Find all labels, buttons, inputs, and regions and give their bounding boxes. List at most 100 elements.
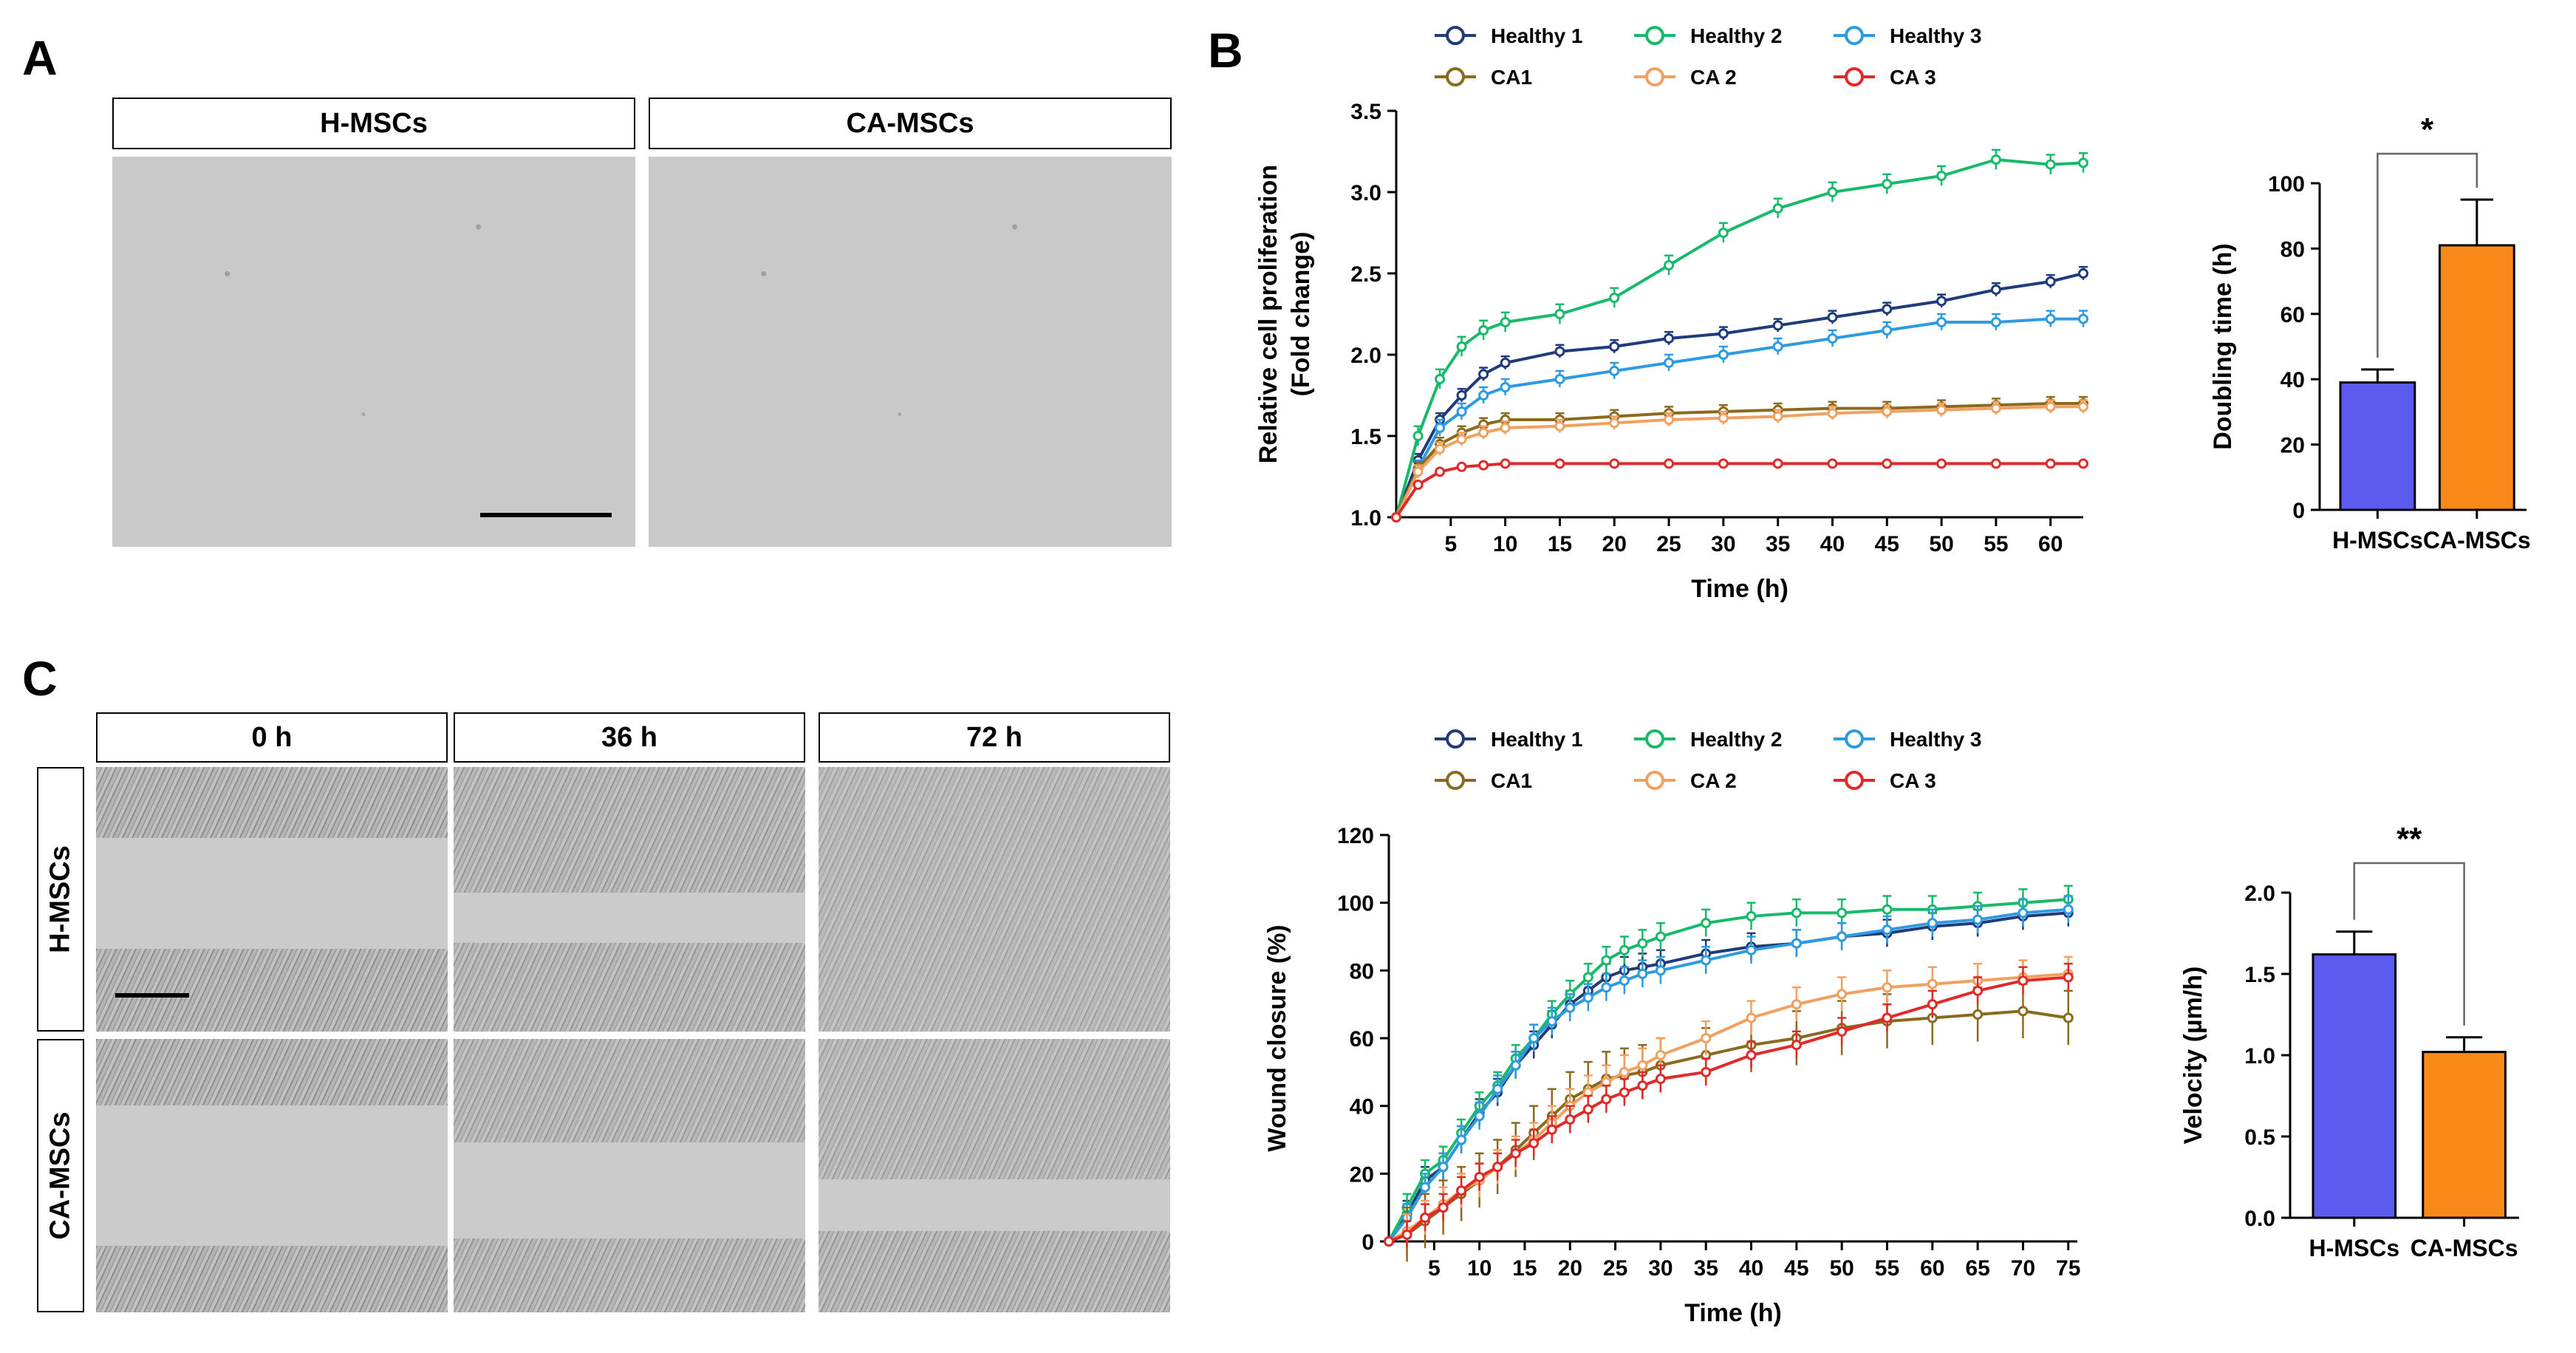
prolif-legend-healthy-2-marker bbox=[1645, 26, 1664, 45]
prolif-xtick-label: 25 bbox=[1656, 532, 1681, 556]
prolif-series-healthy-2-point bbox=[1500, 317, 1511, 327]
wound-legend-ca-3-marker bbox=[1845, 771, 1864, 790]
wound-series-healthy-3-point bbox=[1619, 975, 1630, 986]
wound-xtick-label: 55 bbox=[1875, 1256, 1899, 1281]
wound-series-healthy-3-point bbox=[1565, 1002, 1576, 1013]
prolif-series-healthy-1-point bbox=[1664, 333, 1675, 344]
wound-series-ca-3-point bbox=[1746, 1049, 1757, 1060]
prolif-series-healthy-3-point bbox=[1456, 406, 1467, 417]
wound-legend-ca1-label: CA1 bbox=[1491, 769, 1532, 792]
prolif-series-healthy-3-point bbox=[1478, 390, 1489, 401]
wound-series-healthy-3-point bbox=[1746, 944, 1757, 955]
prolif-legend-ca-3-label: CA 3 bbox=[1890, 66, 1936, 89]
wound-series-ca-3-point bbox=[1492, 1162, 1503, 1173]
prolif-series-healthy-2-point bbox=[1882, 179, 1893, 189]
prolif-series-ca-3-point bbox=[1936, 458, 1947, 469]
prolif-series-ca-2-point bbox=[1456, 434, 1467, 445]
panel-c-row-header-h-mscs: H-MSCs bbox=[37, 767, 84, 1032]
prolif-series-ca-3-point bbox=[2078, 458, 2088, 469]
wound-series-ca-3-point bbox=[1420, 1212, 1431, 1223]
wound-series-healthy-3-point bbox=[1474, 1111, 1485, 1122]
wound-series-healthy-3-line bbox=[1387, 907, 2068, 1243]
wound-series-ca-3-point bbox=[1601, 1094, 1612, 1105]
prolif-series-ca-3-point bbox=[1554, 458, 1565, 469]
prolif-series-ca-3-point bbox=[1478, 460, 1489, 471]
prolif-series-healthy-1-line bbox=[1395, 272, 2084, 518]
prolif-series-healthy-2-point bbox=[1554, 309, 1565, 319]
scale-bar bbox=[480, 513, 612, 517]
velocity-bar-h-mscs bbox=[2312, 953, 2397, 1219]
prolif-legend-healthy-2-label: Healthy 2 bbox=[1690, 24, 1783, 47]
doubling-bar-ca-mscs bbox=[2438, 244, 2515, 511]
prolif-xtick-label: 55 bbox=[1984, 532, 2008, 556]
wound-series-ca1-line bbox=[1388, 1009, 2068, 1243]
panel-c-row-header-ca-mscs: CA-MSCs bbox=[37, 1039, 84, 1312]
panel-a-header-h-mscs: H-MSCs bbox=[112, 98, 635, 149]
wound-ytick-label: 80 bbox=[1350, 959, 1374, 984]
prolif-legend-ca-3-marker bbox=[1845, 67, 1864, 86]
prolif-ytick-label: 1.0 bbox=[1350, 506, 1381, 531]
wound-xtick-label: 65 bbox=[1965, 1256, 1989, 1281]
wound-series-ca-3-point bbox=[1791, 1040, 1802, 1051]
prolif-series-ca-2-point bbox=[1435, 443, 1446, 454]
prolif-series-healthy-3-point bbox=[2045, 313, 2056, 324]
prolif-xtick-label: 45 bbox=[1875, 532, 1899, 556]
wound-series-ca-2-point bbox=[1791, 999, 1802, 1010]
panel-c-header-0h: 0 h bbox=[96, 712, 448, 763]
prolif-series-healthy-1-point bbox=[1478, 369, 1489, 380]
prolif-ytick-label: 2.0 bbox=[1350, 344, 1381, 368]
velocity-ytick-label: 1.5 bbox=[2244, 963, 2275, 987]
prolif-series-ca-2-point bbox=[1609, 418, 1620, 429]
wound-y-title: Wound closure (%) bbox=[1263, 924, 1291, 1151]
wound-ytick-label: 100 bbox=[1337, 892, 1374, 916]
prolif-series-ca-2-point bbox=[1882, 406, 1893, 417]
prolif-series-healthy-1-point bbox=[1500, 358, 1511, 368]
wound-xtick-label: 10 bbox=[1467, 1256, 1492, 1281]
wound-series-ca-3-point bbox=[1384, 1236, 1394, 1247]
wound-series-healthy-2-point bbox=[1882, 904, 1893, 915]
wound-ca-36h bbox=[454, 1039, 805, 1312]
prolif-series-ca-2-point bbox=[1718, 412, 1729, 423]
wound-series-healthy-3-point bbox=[1837, 931, 1848, 942]
wound-series-ca-3-line bbox=[1388, 975, 2068, 1243]
wound-series-ca-3-point bbox=[1474, 1171, 1485, 1182]
wound-series-ca-3-point bbox=[1510, 1148, 1521, 1159]
prolif-xtick-label: 15 bbox=[1548, 532, 1572, 556]
velocity-bar-ca-mscs bbox=[2422, 1051, 2507, 1219]
prolif-series-ca-3-point bbox=[1990, 458, 2001, 469]
wound-xtick-label: 50 bbox=[1829, 1256, 1854, 1281]
wound-series-healthy-3-point bbox=[2063, 904, 2074, 915]
panel-c-header-72h: 72 h bbox=[819, 712, 1170, 763]
prolif-y-title: (Fold change) bbox=[1287, 232, 1315, 397]
ca-mscs-micrograph bbox=[649, 157, 1172, 547]
wound-xtick-label: 70 bbox=[2011, 1256, 2035, 1281]
prolif-series-ca-3-point bbox=[1664, 458, 1675, 469]
wound-series-ca-2-point bbox=[1701, 1033, 1712, 1043]
prolif-series-healthy-3-point bbox=[1936, 317, 1947, 327]
wound-ytick-label: 60 bbox=[1350, 1027, 1374, 1052]
wound-xtick-label: 35 bbox=[1694, 1256, 1718, 1281]
wound-series-ca-2-point bbox=[1655, 1049, 1666, 1060]
prolif-series-healthy-2-point bbox=[1664, 260, 1675, 270]
wound-series-healthy-2-point bbox=[1601, 955, 1612, 966]
wound-series-ca-3-point bbox=[1546, 1124, 1557, 1135]
wound-xtick-label: 5 bbox=[1428, 1256, 1441, 1281]
prolif-series-healthy-1-point bbox=[1609, 341, 1620, 352]
wound-h-36h bbox=[454, 767, 805, 1032]
wound-series-ca1-point bbox=[2018, 1006, 2029, 1017]
doubling-y-title: Doubling time (h) bbox=[2209, 243, 2237, 450]
doubling-ytick-label: 20 bbox=[2281, 434, 2305, 458]
prolif-series-ca-2-line bbox=[1395, 405, 2083, 518]
panel-c-header-36h: 36 h bbox=[454, 712, 805, 763]
wound-ytick-label: 0 bbox=[1362, 1230, 1374, 1255]
wound-series-ca-3-point bbox=[1438, 1202, 1449, 1213]
wound-series-ca-3-point bbox=[1972, 985, 1984, 996]
wound-series-healthy-3-point bbox=[1492, 1083, 1503, 1094]
velocity-significance-bracket bbox=[2353, 862, 2465, 1026]
wound-series-healthy-3-point bbox=[1420, 1182, 1431, 1193]
scale-bar-c bbox=[115, 993, 189, 998]
prolif-series-healthy-1-point bbox=[1772, 320, 1783, 331]
prolif-series-healthy-1-point bbox=[1456, 390, 1467, 401]
prolif-series-ca-2-point bbox=[1412, 466, 1424, 477]
wound-xtick-label: 20 bbox=[1558, 1256, 1582, 1281]
